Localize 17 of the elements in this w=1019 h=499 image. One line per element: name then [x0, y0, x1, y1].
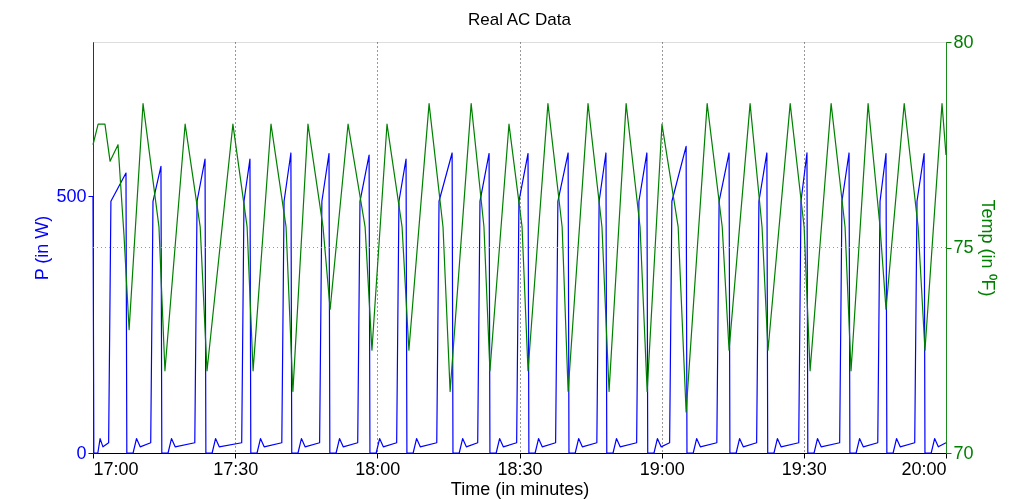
y-axis-title: P (in W) — [32, 215, 53, 281]
x-tick-label: 18:00 — [355, 458, 401, 479]
x-tick-label: 19:30 — [781, 458, 827, 479]
line-series — [92, 103, 947, 413]
x-tick-label: 18:30 — [497, 458, 543, 479]
x-tick-label: 19:00 — [639, 458, 685, 479]
y2-tick-label: 70 — [953, 442, 974, 463]
x-tick-label: 17:30 — [213, 458, 259, 479]
y-tick-label: 0 — [76, 442, 87, 463]
y2-tick-label: 80 — [953, 31, 974, 52]
chart-title: Real AC Data — [468, 10, 572, 29]
x-tick-label: 17:00 — [93, 458, 139, 479]
x-tick-label: 20:00 — [901, 458, 947, 479]
y2-axis-title: Temp (in ⁰F) — [977, 199, 998, 297]
x-axis-title: Time (in minutes) — [450, 478, 590, 499]
y2-tick-label: 75 — [953, 237, 974, 257]
y-tick-label: 500 — [56, 185, 87, 206]
